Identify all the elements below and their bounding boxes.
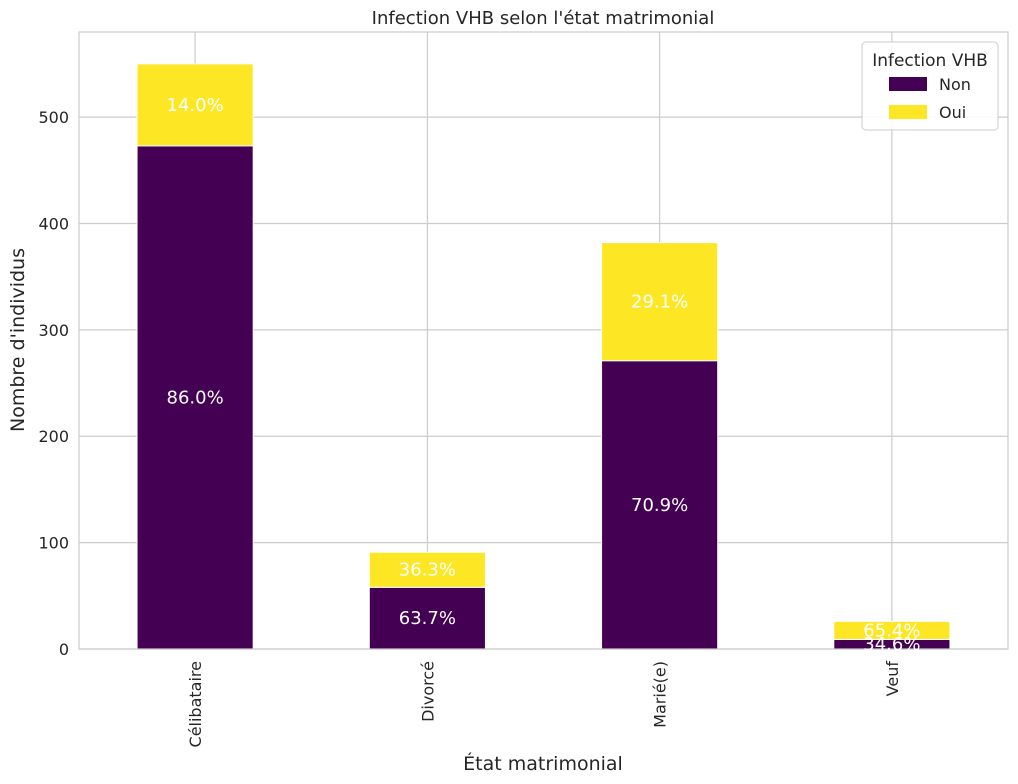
bar-value-label: 63.7%	[399, 608, 456, 629]
bar-segment-oui	[368, 551, 486, 588]
bar-value-label: 29.1%	[631, 292, 688, 313]
y-tick-label: 200	[38, 427, 69, 446]
bar-value-label: 86.0%	[167, 387, 224, 408]
bar-value-label: 70.9%	[631, 495, 688, 516]
legend-swatch-non	[889, 77, 927, 91]
bar-value-label: 14.0%	[167, 95, 224, 116]
bars	[136, 63, 951, 650]
y-tick-label: 400	[38, 214, 69, 233]
chart-title: Infection VHB selon l'état matrimonial	[372, 8, 715, 29]
x-tick-label: Veuf	[883, 661, 902, 697]
x-tick-label: Marié(e)	[651, 661, 670, 728]
bar-segment-non	[136, 145, 254, 650]
bar-segment-oui	[833, 620, 951, 640]
y-tick-label: 0	[59, 640, 69, 659]
y-axis-ticks: 0 100 200 300 400 500	[38, 108, 69, 659]
bar-value-label: 36.3%	[399, 560, 456, 581]
y-tick-label: 300	[38, 321, 69, 340]
bar-value-label: 34.6%	[863, 634, 920, 655]
legend-label-non: Non	[939, 75, 971, 94]
x-tick-label: Célibataire	[186, 661, 205, 747]
y-axis-title: Nombre d'individus	[7, 248, 29, 432]
plot-frame	[78, 31, 1009, 650]
bar-segment-non	[368, 586, 486, 650]
bar-labels: 86.0% 14.0% 63.7% 36.3% 70.9% 29.1% 34.6%65.4%	[167, 95, 921, 655]
y-tick-label: 100	[38, 534, 69, 553]
x-axis-title: État matrimonial	[463, 752, 623, 775]
x-axis-ticks: Célibataire Divorcé Marié(e) Veuf	[186, 661, 902, 748]
bar-segment-oui	[136, 63, 254, 147]
bar-value-label: 65.4%	[863, 620, 920, 641]
legend-title: Infection VHB	[872, 51, 988, 71]
x-tick-label: Divorcé	[418, 661, 437, 722]
bar-segment-non	[601, 360, 719, 650]
legend: Infection VHB Non Oui	[861, 41, 999, 131]
legend-swatch-oui	[889, 105, 927, 119]
legend-label-oui: Oui	[939, 103, 966, 122]
y-tick-label: 500	[38, 108, 69, 127]
bar-segment-oui	[601, 242, 719, 362]
